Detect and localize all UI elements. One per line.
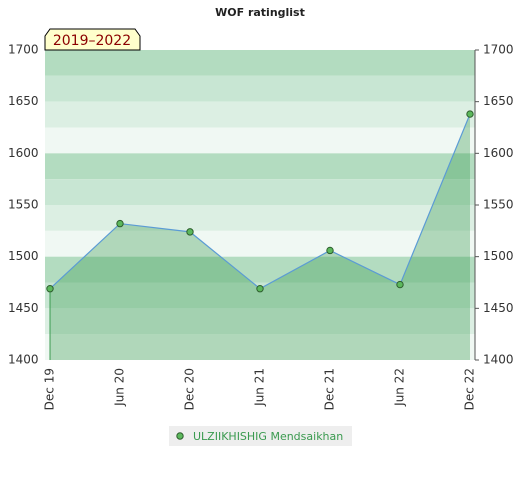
badge: 2019–2022 [53,33,131,49]
y2-tick-label: 1550 [483,198,514,212]
background-band [45,256,475,283]
y-tick-label: 1500 [8,249,39,263]
chart-title: WOF ratinglist [215,6,305,19]
y2-tick-label: 1650 [483,94,514,108]
legend-box [169,426,352,446]
x-tick-label: Jun 20 [113,368,127,407]
legend-label: ULZIIKHISHIG Mendsaikhan [193,430,343,443]
point [116,219,124,228]
y-tick-label: 1600 [8,146,39,160]
y-tick-label: 1400 [8,353,39,367]
background-band [45,205,475,231]
background-band [45,230,475,257]
point [186,228,194,236]
background-band [45,308,475,335]
point [256,285,264,293]
y-tick-label: 1700 [8,43,39,57]
point [46,285,54,293]
x-tick-label: Jun 21 [253,368,267,407]
y2-tick-label: 1500 [483,249,514,263]
point [326,246,334,255]
x-tick-label: Dec 21 [323,368,337,410]
y-tick-label: 1650 [8,94,39,108]
y-tick-label: 1550 [8,198,39,212]
y2-tick-label: 1450 [483,301,514,315]
background-band [45,50,475,76]
x-tick-label: Dec 19 [43,368,57,410]
background-band [45,179,475,205]
background-band [45,153,475,180]
area [50,114,470,360]
legend-marker [176,432,184,440]
y2-tick-label: 1400 [483,353,514,367]
y-tick-label: 1450 [8,301,39,315]
point [396,280,404,289]
x-tick-label: Dec 20 [183,368,197,410]
y2-tick-label: 1700 [483,43,514,57]
x-tick-label: Jun 22 [393,368,407,407]
background-band [45,334,475,360]
background-band [45,101,475,128]
point [466,110,474,118]
background-band [45,75,475,102]
y2-tick-label: 1600 [483,146,514,160]
badge-box [44,28,141,51]
background-band [45,127,475,154]
x-tick-label: Dec 22 [463,368,477,410]
